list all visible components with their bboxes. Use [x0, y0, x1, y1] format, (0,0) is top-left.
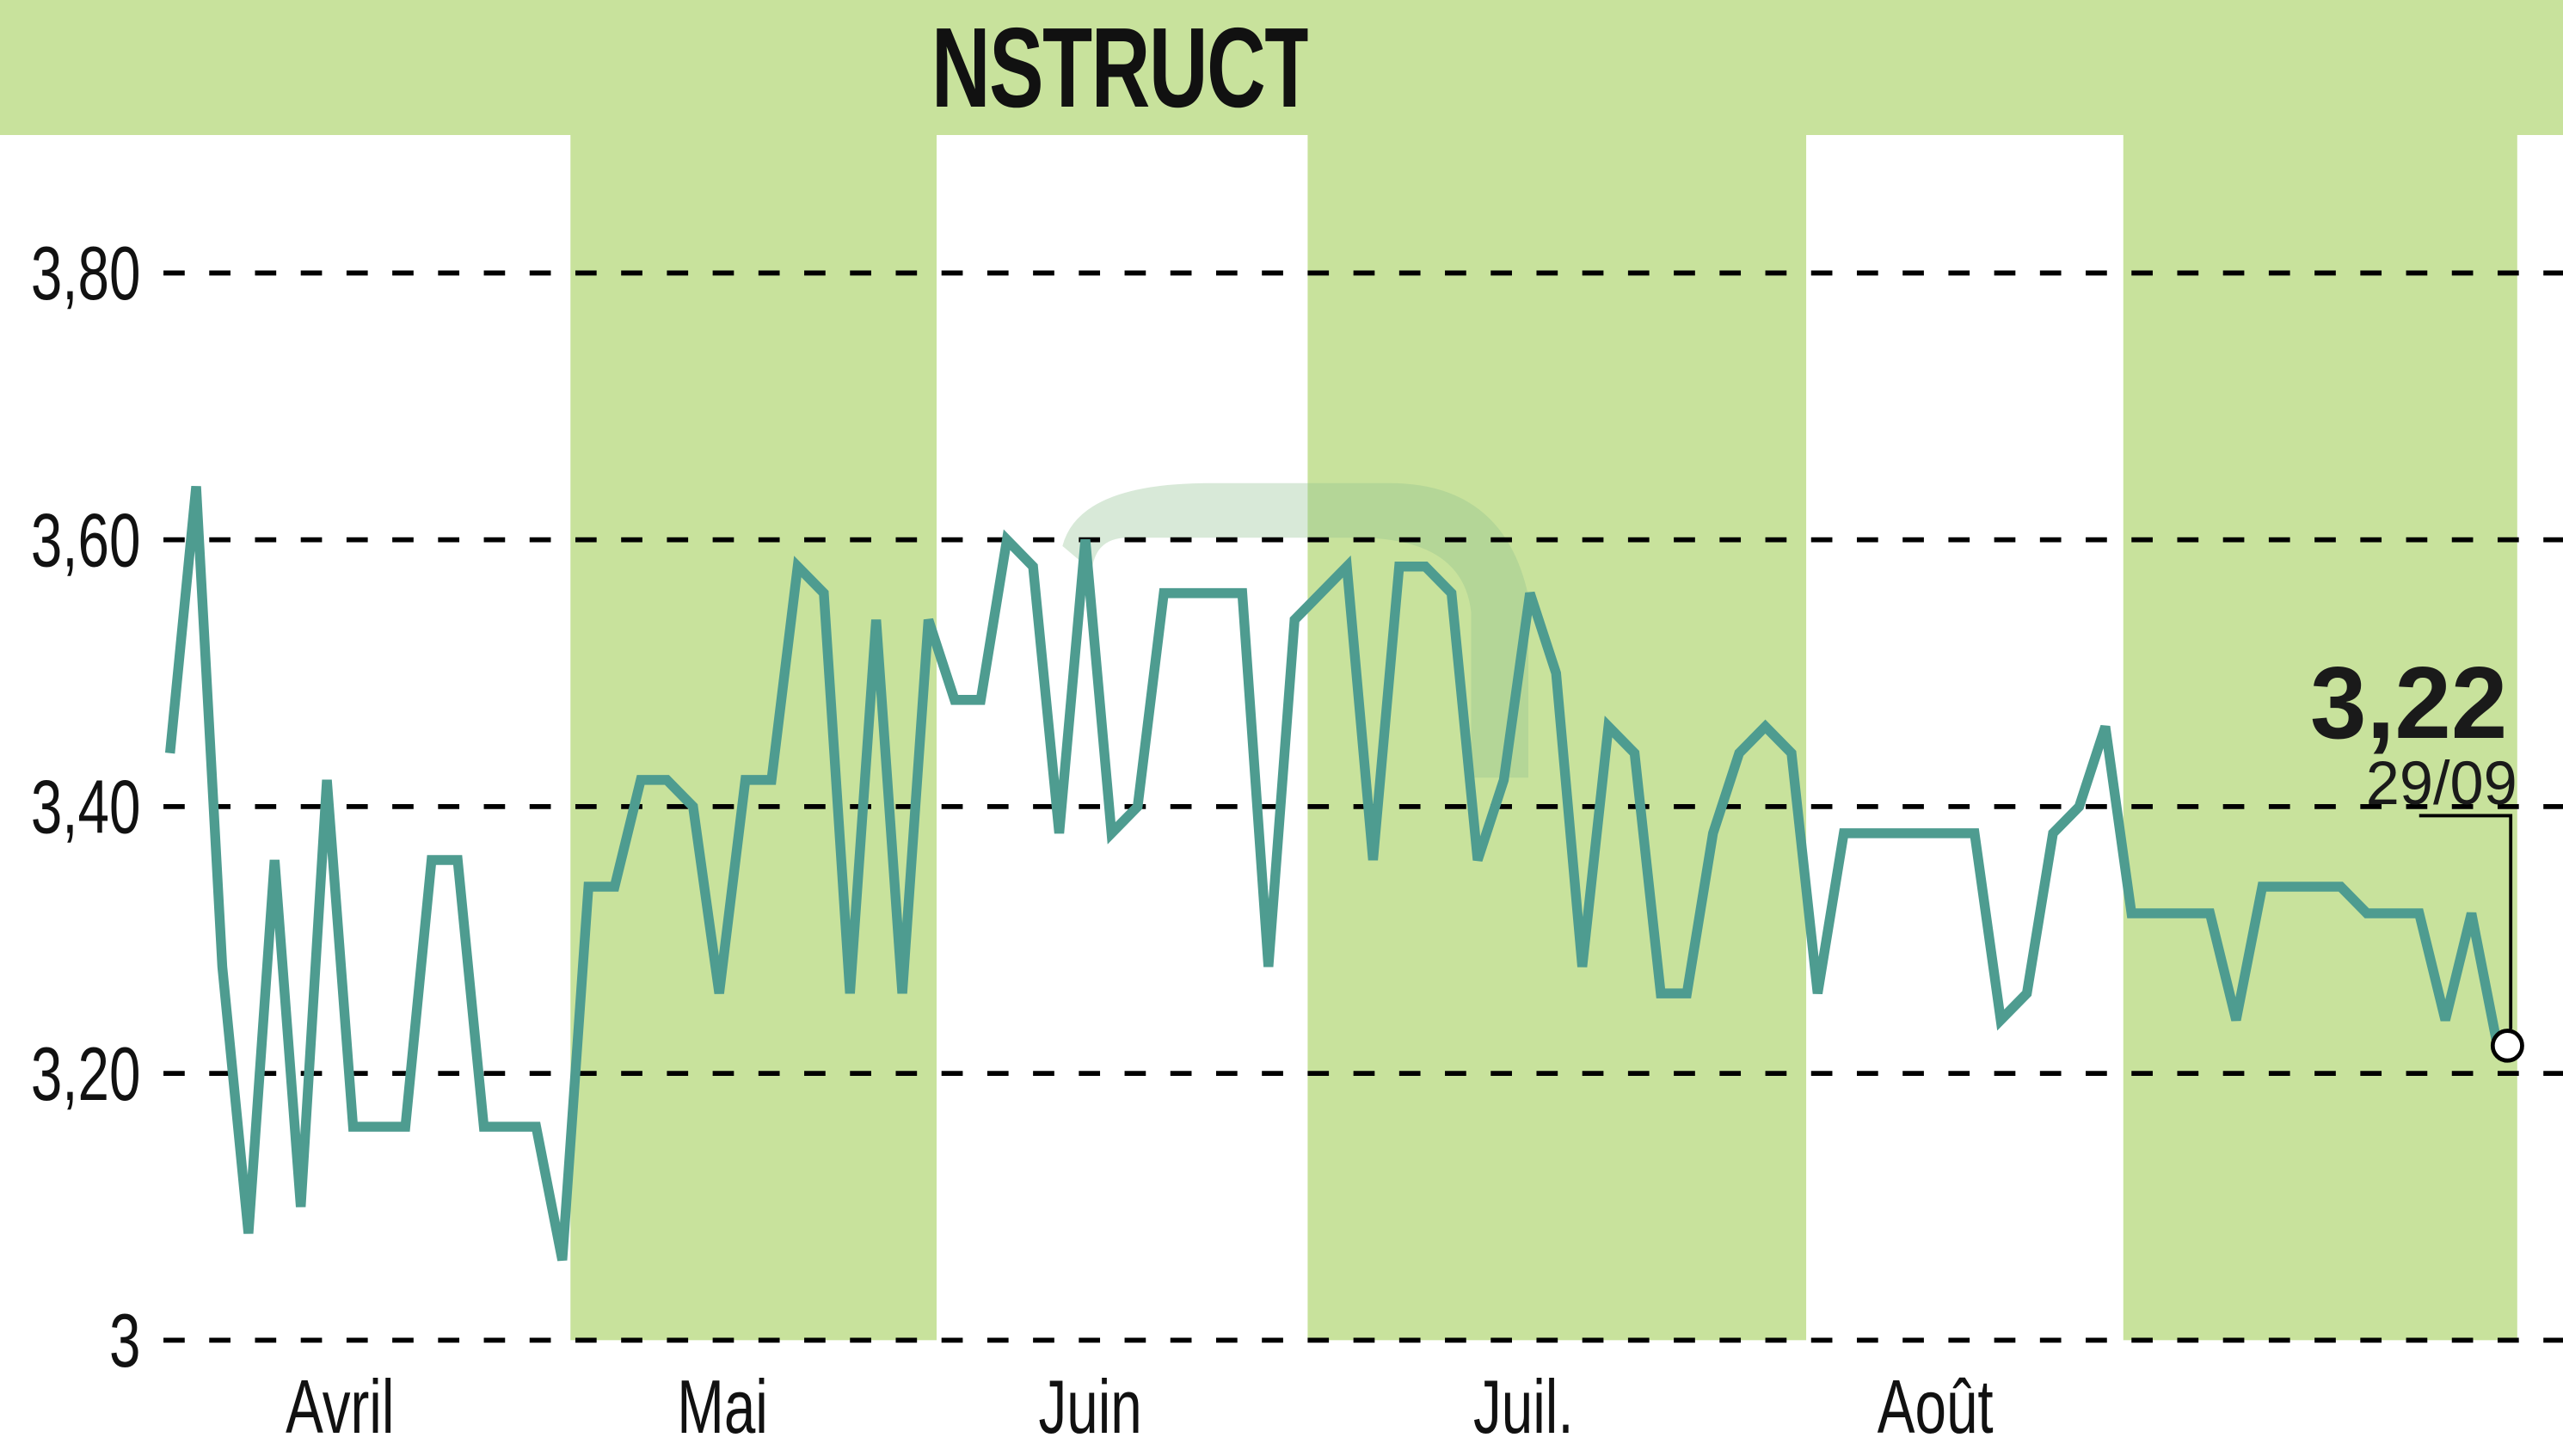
- last-point-marker: [2490, 1029, 2524, 1063]
- x-tick-label: Mai: [677, 1363, 768, 1449]
- y-tick-label: 3,40: [31, 764, 141, 850]
- last-value: 3,22: [2310, 646, 2507, 760]
- month-band: [2123, 0, 2517, 1341]
- annotation-connector: [2419, 814, 2513, 1029]
- y-tick-label: 3,60: [31, 497, 141, 583]
- y-tick-label: 3,20: [31, 1030, 141, 1116]
- x-tick-label: Juil.: [1473, 1363, 1574, 1449]
- y-tick-label: 3,80: [31, 230, 141, 316]
- last-value-annotation: 3,22 29/09: [2310, 646, 2524, 1063]
- x-tick-label: Juin: [1038, 1363, 1141, 1449]
- last-date: 29/09: [2366, 749, 2517, 817]
- x-axis-labels: Avril Mai Juin Juil. Août: [286, 1363, 1994, 1449]
- y-tick-label: 3: [109, 1297, 140, 1383]
- gridlines: [163, 270, 2563, 1343]
- price-line: [164, 486, 2503, 1262]
- x-tick-label: Août: [1878, 1363, 1994, 1449]
- y-axis-labels: 3 3,20 3,40 3,60 3,80: [31, 230, 141, 1384]
- watermark-arrow-icon: [1062, 482, 1528, 778]
- x-tick-label: Avril: [286, 1363, 394, 1449]
- month-bands: [570, 0, 2517, 1341]
